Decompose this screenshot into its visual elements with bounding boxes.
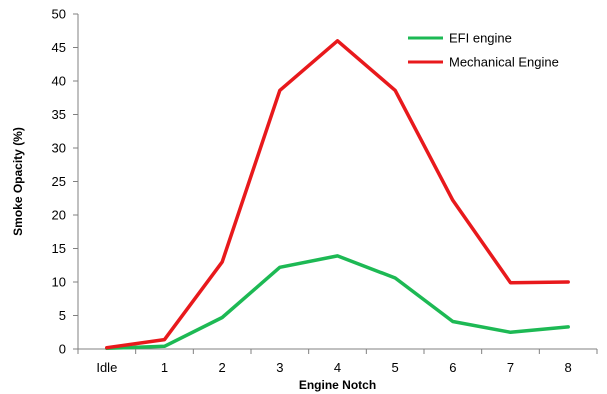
y-tick-label: 5 <box>59 308 66 323</box>
legend-label: Mechanical Engine <box>449 55 559 70</box>
y-tick-label: 15 <box>52 241 66 256</box>
x-tick-label: 2 <box>219 360 226 375</box>
y-tick-label: 20 <box>52 208 66 223</box>
y-tick-label: 10 <box>52 275 66 290</box>
x-tick-label: 6 <box>449 360 456 375</box>
x-axis-ticks: Idle 1 2 3 4 5 6 7 8 <box>77 349 598 375</box>
y-tick-label: 35 <box>52 107 66 122</box>
x-axis-title: Engine Notch <box>299 378 376 392</box>
y-axis-ticks: 0 5 10 15 20 25 30 35 40 45 50 <box>52 7 78 357</box>
series-line-efi-engine <box>105 254 570 351</box>
x-tick-label: Idle <box>96 360 117 375</box>
y-tick-label: 25 <box>52 174 66 189</box>
y-axis-title: Smoke Opacity (%) <box>11 127 25 236</box>
x-tick-label: 4 <box>334 360 341 375</box>
x-tick-label: 7 <box>507 360 514 375</box>
legend: EFI engine Mechanical Engine <box>408 31 559 70</box>
y-tick-label: 45 <box>52 40 66 55</box>
y-tick-label: 40 <box>52 74 66 89</box>
y-tick-label: 0 <box>59 342 66 357</box>
x-tick-label: 8 <box>565 360 572 375</box>
legend-label: EFI engine <box>449 31 512 46</box>
series-layer <box>105 39 570 351</box>
y-tick-label: 30 <box>52 141 66 156</box>
x-tick-label: 1 <box>161 360 168 375</box>
x-tick-label: 3 <box>276 360 283 375</box>
series-line-mechanical-engine <box>105 39 570 350</box>
y-tick-label: 50 <box>52 7 66 22</box>
x-tick-label: 5 <box>392 360 399 375</box>
